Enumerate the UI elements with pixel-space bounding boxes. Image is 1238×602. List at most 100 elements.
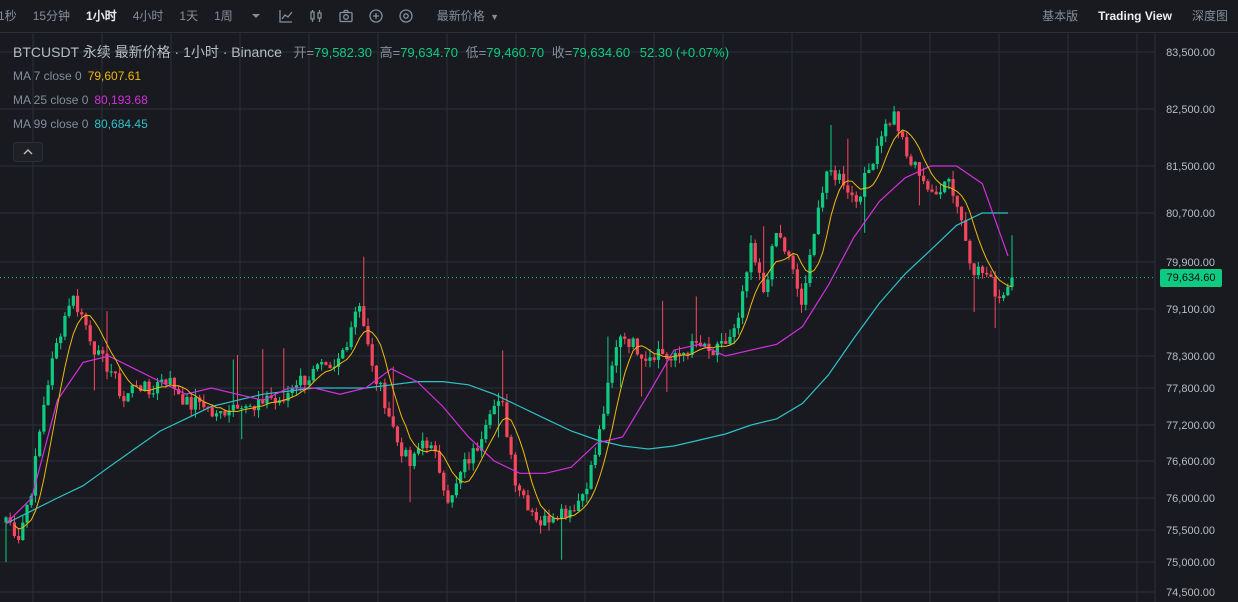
chart-legend: BTCUSDT 永续 最新价格 · 1小时 · Binance 开=79,582…: [13, 40, 729, 136]
view-tradingview[interactable]: Trading View: [1098, 9, 1172, 23]
candle-body: [235, 404, 240, 409]
candle-body: [181, 394, 185, 405]
candle-style-icon[interactable]: [301, 0, 331, 32]
candle-body: [538, 520, 543, 526]
candle-body: [366, 326, 370, 345]
y-tick-label: 79,100.00: [1166, 304, 1215, 316]
candle-body: [833, 170, 837, 180]
low-label: 低=: [465, 45, 487, 60]
candle-body: [328, 364, 332, 368]
candle-body: [976, 266, 980, 276]
candle-body: [256, 399, 261, 411]
candle-body: [997, 296, 1001, 299]
candle-body: [286, 393, 290, 401]
interval-1s[interactable]: 1秒: [0, 9, 17, 23]
candle-body: [383, 382, 387, 409]
candle-body: [526, 495, 530, 511]
candle-body: [913, 162, 917, 165]
last-price-tag: 79,634.60: [1160, 268, 1222, 287]
ma99-line: [5, 212, 1008, 525]
candle-body: [648, 357, 652, 361]
candle-body: [631, 338, 635, 347]
interval-1w[interactable]: 1周: [214, 9, 233, 23]
candle-body: [993, 276, 997, 297]
candle-body: [164, 379, 168, 385]
candle-body: [682, 352, 686, 356]
candle-body: [143, 381, 147, 391]
indicator-chart-icon[interactable]: [271, 0, 301, 32]
candle-body: [560, 508, 564, 520]
candle-body: [593, 454, 597, 465]
candle-body: [42, 404, 46, 432]
candle-body: [501, 401, 505, 403]
plus-circle-icon[interactable]: [361, 0, 391, 32]
candlestick-chart[interactable]: 83,500.00 82,500.00 81,500.00 80,700.00 79,9…: [0, 33, 1238, 602]
price-type-select[interactable]: 最新价格 ▼: [429, 0, 507, 32]
candle-body: [21, 522, 25, 541]
camera-icon[interactable]: [331, 0, 361, 32]
chevron-up-icon: [23, 149, 33, 155]
candle-body: [475, 448, 480, 451]
candle-body: [437, 451, 442, 473]
candle-body: [303, 375, 307, 385]
interval-1d[interactable]: 1天: [179, 9, 199, 23]
candle-body: [429, 445, 433, 449]
candle-body: [425, 440, 429, 449]
candle-body: [421, 440, 425, 449]
interval-15m[interactable]: 15分钟: [32, 9, 71, 23]
candle-body: [59, 336, 63, 344]
candle-body: [509, 436, 513, 455]
candle-body: [677, 353, 682, 356]
candle-body: [589, 464, 593, 489]
candle-body: [686, 352, 690, 355]
candle-body: [602, 413, 606, 430]
candle-body: [795, 269, 799, 289]
candle-body: [783, 237, 787, 252]
candle-body: [745, 272, 749, 292]
candle-body: [867, 169, 871, 173]
y-tick-label: 81,500.00: [1166, 161, 1215, 173]
candle-body: [787, 251, 791, 256]
candle-body: [282, 400, 286, 402]
candle-body: [345, 346, 349, 351]
candle-body: [324, 362, 328, 365]
candle-body: [261, 399, 265, 404]
candle-body: [547, 515, 551, 523]
candle-body: [492, 405, 496, 415]
candle-body: [463, 459, 467, 473]
candle-body: [311, 368, 315, 381]
interval-1h[interactable]: 1小时: [86, 9, 117, 23]
legend-collapse-button[interactable]: [13, 142, 43, 162]
candle-body: [488, 414, 492, 425]
candle-body: [905, 137, 909, 157]
candle-body: [202, 401, 206, 408]
interval-4h[interactable]: 4小时: [132, 9, 164, 23]
candle-body: [892, 111, 896, 125]
candle-body: [644, 358, 648, 361]
candle-body: [210, 407, 214, 417]
candle-body: [496, 401, 501, 406]
y-tick-label: 77,800.00: [1166, 383, 1215, 395]
candle-body: [446, 490, 450, 503]
candle-body: [240, 408, 244, 410]
candle-body: [480, 439, 484, 451]
close-value: 79,634.60: [572, 45, 631, 60]
candle-body: [172, 377, 176, 389]
ma25-label: MA 25 close 0: [13, 93, 89, 107]
candle-body: [433, 445, 437, 452]
y-tick-label: 74,500.00: [1166, 587, 1215, 599]
candle-body: [395, 426, 400, 443]
candle-body: [854, 195, 858, 202]
change-value: 52.30 (+0.07%): [639, 45, 730, 60]
view-depth[interactable]: 深度图: [1191, 9, 1228, 23]
candle-body: [307, 380, 311, 385]
chevron-down-icon[interactable]: [241, 0, 271, 32]
candle-body: [273, 397, 277, 403]
high-value: 79,634.70: [400, 45, 459, 60]
settings-icon[interactable]: [391, 0, 421, 32]
candle-body: [454, 483, 458, 496]
candle-body: [92, 341, 96, 355]
ma99-value: 80,684.45: [94, 117, 148, 131]
view-basic[interactable]: 基本版: [1042, 9, 1079, 23]
candle-body: [989, 274, 993, 277]
